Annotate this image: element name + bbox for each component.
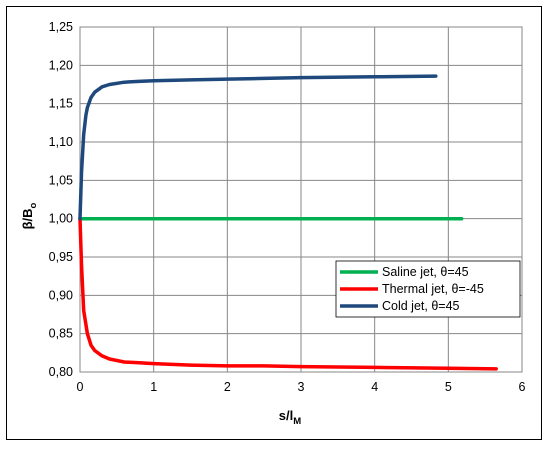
y-tick-label: 1,15 [49, 97, 73, 111]
legend-label-saline: Saline jet, θ=45 [382, 265, 469, 279]
y-tick-label: 0,95 [49, 250, 73, 264]
legend-label-cold: Cold jet, θ=45 [382, 299, 460, 313]
tick-layer: 0,80 0,85 0,90 0,95 1,00 1,05 1,10 1,15 1,20 1,25… [49, 20, 526, 394]
x-tick-label: 4 [371, 380, 378, 394]
y-tick-label: 1,20 [49, 58, 73, 72]
x-axis-label: s/lM [279, 408, 301, 427]
series-layer [78, 74, 498, 371]
x-tick-label: 1 [150, 380, 157, 394]
y-tick-label: 0,80 [49, 365, 73, 379]
y-tick-label: 0,85 [49, 327, 73, 341]
x-tick-label: 6 [519, 380, 526, 394]
y-tick-label: 1,10 [49, 135, 73, 149]
y-tick-label: 1,00 [49, 212, 73, 226]
y-axis-label: β/Bo [20, 202, 39, 229]
series-line-cold [78, 74, 438, 221]
legend: Saline jet, θ=45 Thermal jet, θ=-45 Cold… [335, 260, 521, 318]
grid-layer [79, 26, 523, 373]
x-tick-label: 0 [77, 380, 84, 394]
series-line-thermal [78, 216, 498, 371]
x-tick-label: 2 [224, 380, 231, 394]
legend-label-thermal: Thermal jet, θ=-45 [382, 282, 484, 296]
y-tick-label: 1,25 [49, 20, 73, 34]
y-tick-label: 0,90 [49, 288, 73, 302]
x-tick-label: 3 [298, 380, 305, 394]
y-tick-label: 1,05 [49, 173, 73, 187]
x-tick-label: 5 [445, 380, 452, 394]
